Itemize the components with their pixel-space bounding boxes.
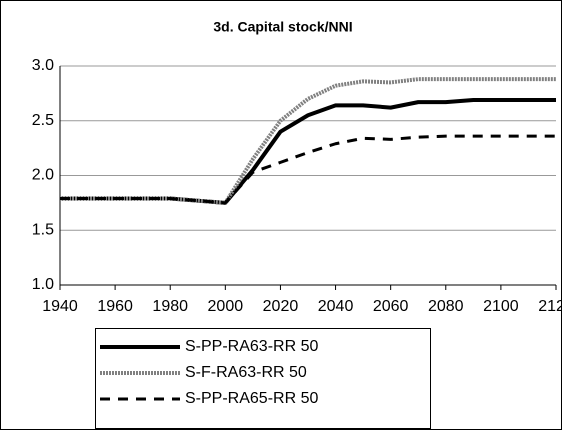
chart-title: 3d. Capital stock/NNI (213, 19, 352, 35)
x-tick-label: 1940 (42, 298, 78, 315)
x-tick-label: 2080 (428, 298, 464, 315)
x-tick-label: 2120 (538, 298, 562, 315)
x-tick-label: 2060 (373, 298, 409, 315)
y-tick-label: 3.0 (32, 57, 54, 74)
y-tick-label: 2.5 (32, 112, 54, 129)
data-line (60, 134, 556, 205)
x-tick-label: 2020 (263, 298, 299, 315)
legend-label: S-PP-RA65-RR 50 (185, 390, 318, 407)
x-tick-label: 2040 (318, 298, 354, 315)
x-tick-label: 1980 (152, 298, 188, 315)
y-tick-label: 1.5 (32, 221, 54, 238)
x-tick-label: 2100 (483, 298, 519, 315)
y-tick-label: 2.0 (32, 167, 54, 184)
y-tick-label: 1.0 (32, 276, 54, 293)
legend-label: S-F-RA63-RR 50 (185, 364, 307, 381)
legend-label: S-PP-RA63-RR 50 (185, 338, 318, 355)
x-tick-label: 2000 (208, 298, 244, 315)
x-tick-label: 1960 (97, 298, 133, 315)
data-line (60, 77, 556, 205)
